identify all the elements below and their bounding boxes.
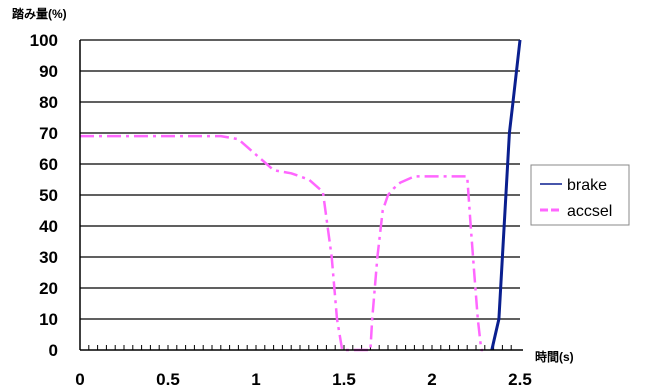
legend: brake accsel [530, 164, 630, 226]
x-tick-label: 0 [75, 370, 84, 389]
y-tick-label: 80 [39, 93, 58, 112]
x-tick-label: 0.5 [156, 370, 180, 389]
series-line-brake [490, 39, 522, 351]
y-tick-label: 30 [39, 248, 58, 267]
x-tick-label: 1.5 [332, 370, 356, 389]
y-tick-labels: 0 10 20 30 40 50 60 70 80 90 100 [30, 31, 58, 360]
x-tick-label: 1 [251, 370, 260, 389]
y-tick-label: 100 [30, 31, 58, 50]
x-axis-label: 時間(s) [535, 349, 574, 364]
y-tick-label: 0 [49, 341, 58, 360]
y-tick-label: 70 [39, 124, 58, 143]
y-tick-label: 50 [39, 186, 58, 205]
y-tick-label: 90 [39, 62, 58, 81]
legend-label-accsel: accsel [567, 203, 612, 220]
y-tick-label: 60 [39, 155, 58, 174]
x-minor-ticks [88, 345, 512, 350]
legend-box [530, 164, 630, 226]
x-tick-labels: 0 0.5 1 1.5 2 2.5 [75, 370, 532, 389]
series-line-accsel [80, 134, 483, 352]
y-tick-label: 10 [39, 310, 58, 329]
y-tick-label: 20 [39, 279, 58, 298]
legend-label-brake: brake [567, 177, 607, 194]
y-axis-label: 踏み量(%) [12, 6, 67, 21]
x-tick-label: 2.5 [508, 370, 532, 389]
y-tick-label: 40 [39, 217, 58, 236]
gridlines [80, 39, 520, 320]
x-tick-label: 2 [427, 370, 436, 389]
